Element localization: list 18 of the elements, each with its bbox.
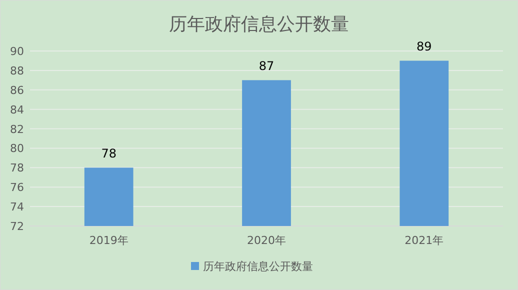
data-label: 78 <box>101 146 116 161</box>
x-tick-label: 2021年 <box>404 234 444 247</box>
y-tick-label: 82 <box>10 122 24 136</box>
y-tick-label: 80 <box>10 142 24 156</box>
y-tick-label: 86 <box>10 84 24 97</box>
x-tick-label: 2019年 <box>89 234 128 247</box>
y-tick-label: 74 <box>10 200 24 214</box>
y-tick-label: 78 <box>10 162 24 175</box>
chart-title: 历年政府信息公开数量 <box>169 14 349 35</box>
y-tick-label: 88 <box>10 64 24 78</box>
y-tick-label: 84 <box>10 103 24 116</box>
y-tick-label: 90 <box>10 45 24 58</box>
legend-label: 历年政府信息公开数量 <box>203 260 313 273</box>
y-tick-label: 76 <box>10 181 24 194</box>
data-label: 87 <box>258 59 274 74</box>
x-tick-label: 2020年 <box>247 234 286 247</box>
y-tick-label: 72 <box>10 220 24 233</box>
data-label: 89 <box>416 40 432 54</box>
